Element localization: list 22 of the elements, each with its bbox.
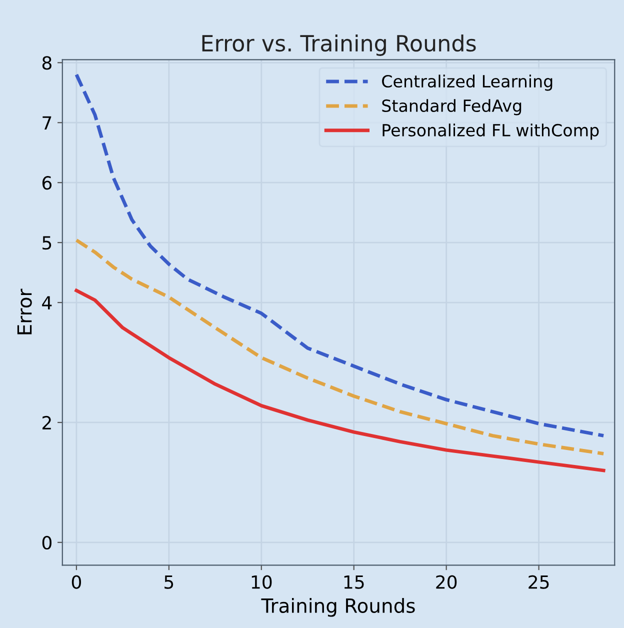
x-tick-label: 25 bbox=[528, 575, 549, 589]
y-tick-label: 4 bbox=[42, 296, 52, 310]
line-series bbox=[74, 288, 606, 472]
legend-label: Personalized FL withComp bbox=[382, 124, 599, 140]
y-tick-label: 8 bbox=[42, 56, 52, 70]
line-series bbox=[74, 238, 606, 456]
y-tick-label: 7 bbox=[42, 116, 52, 130]
y-tick-label: 6 bbox=[42, 176, 52, 190]
x-tick-label: 20 bbox=[436, 575, 457, 589]
x-axis-title: Training Rounds bbox=[261, 598, 415, 617]
x-tick-label: 0 bbox=[72, 575, 81, 589]
x-tick-label: 15 bbox=[344, 575, 364, 589]
y-tick-label: 2 bbox=[42, 416, 51, 430]
y-axis-title: Error bbox=[17, 288, 32, 334]
y-tick-label: 0 bbox=[42, 536, 52, 550]
y-tick-label: 5 bbox=[42, 236, 52, 250]
x-tick-label: 5 bbox=[164, 575, 174, 589]
legend-label: Centralized Learning bbox=[382, 74, 552, 91]
legend-label: Standard FedAvg bbox=[382, 99, 522, 116]
line-series bbox=[74, 72, 606, 438]
x-tick-label: 10 bbox=[252, 575, 272, 589]
chart-title: Error vs. Training Rounds bbox=[202, 34, 476, 56]
